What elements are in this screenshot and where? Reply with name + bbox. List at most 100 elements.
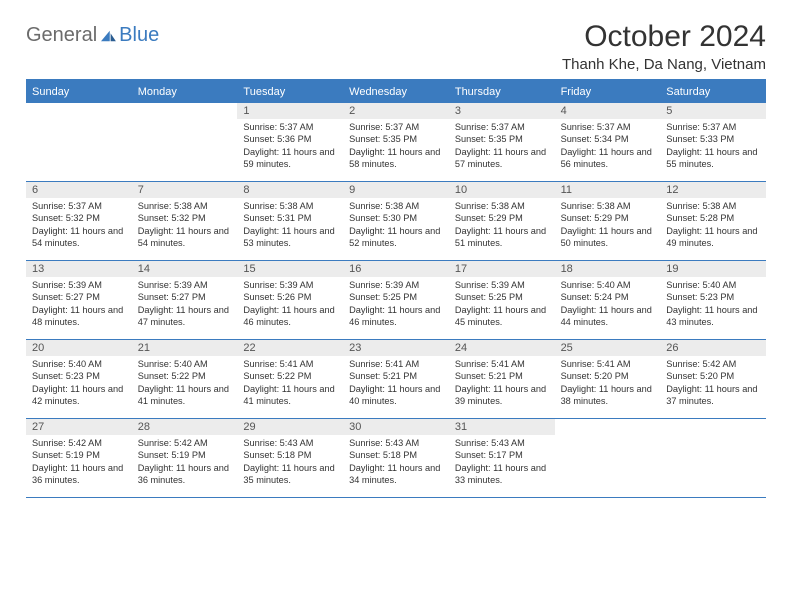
calendar-cell: 30Sunrise: 5:43 AMSunset: 5:18 PMDayligh… — [343, 419, 449, 497]
day-details: Sunrise: 5:43 AMSunset: 5:18 PMDaylight:… — [237, 435, 343, 491]
calendar-cell: 18Sunrise: 5:40 AMSunset: 5:24 PMDayligh… — [555, 261, 661, 339]
calendar-cell: 22Sunrise: 5:41 AMSunset: 5:22 PMDayligh… — [237, 340, 343, 418]
day-number: 4 — [555, 103, 661, 119]
calendar-cell: 13Sunrise: 5:39 AMSunset: 5:27 PMDayligh… — [26, 261, 132, 339]
calendar-cell: 26Sunrise: 5:42 AMSunset: 5:20 PMDayligh… — [660, 340, 766, 418]
location: Thanh Khe, Da Nang, Vietnam — [562, 56, 766, 73]
day-number: 15 — [237, 261, 343, 277]
day-details: Sunrise: 5:38 AMSunset: 5:29 PMDaylight:… — [449, 198, 555, 254]
day-number: 20 — [26, 340, 132, 356]
day-number: 12 — [660, 182, 766, 198]
calendar-cell: 11Sunrise: 5:38 AMSunset: 5:29 PMDayligh… — [555, 182, 661, 260]
day-number: 25 — [555, 340, 661, 356]
calendar-cell: 31Sunrise: 5:43 AMSunset: 5:17 PMDayligh… — [449, 419, 555, 497]
calendar-cell: 29Sunrise: 5:43 AMSunset: 5:18 PMDayligh… — [237, 419, 343, 497]
header: General Blue October 2024 Thanh Khe, Da … — [26, 20, 766, 73]
day-number: 17 — [449, 261, 555, 277]
day-details: Sunrise: 5:37 AMSunset: 5:36 PMDaylight:… — [237, 119, 343, 175]
calendar-cell: 6Sunrise: 5:37 AMSunset: 5:32 PMDaylight… — [26, 182, 132, 260]
month-title: October 2024 — [562, 20, 766, 54]
day-number: 7 — [132, 182, 238, 198]
calendar-cell: 9Sunrise: 5:38 AMSunset: 5:30 PMDaylight… — [343, 182, 449, 260]
day-details: Sunrise: 5:40 AMSunset: 5:23 PMDaylight:… — [660, 277, 766, 333]
day-number: 26 — [660, 340, 766, 356]
day-header: Friday — [555, 81, 661, 103]
logo: General Blue — [26, 20, 159, 47]
calendar-cell: 20Sunrise: 5:40 AMSunset: 5:23 PMDayligh… — [26, 340, 132, 418]
day-number: 16 — [343, 261, 449, 277]
calendar-cell: 2Sunrise: 5:37 AMSunset: 5:35 PMDaylight… — [343, 103, 449, 181]
day-number: 27 — [26, 419, 132, 435]
day-details: Sunrise: 5:39 AMSunset: 5:25 PMDaylight:… — [449, 277, 555, 333]
day-number: 14 — [132, 261, 238, 277]
calendar-cell: 19Sunrise: 5:40 AMSunset: 5:23 PMDayligh… — [660, 261, 766, 339]
day-number — [660, 419, 766, 423]
calendar-cell: 25Sunrise: 5:41 AMSunset: 5:20 PMDayligh… — [555, 340, 661, 418]
sail-icon — [99, 29, 117, 43]
day-details: Sunrise: 5:42 AMSunset: 5:19 PMDaylight:… — [132, 435, 238, 491]
day-details: Sunrise: 5:43 AMSunset: 5:17 PMDaylight:… — [449, 435, 555, 491]
day-details: Sunrise: 5:40 AMSunset: 5:22 PMDaylight:… — [132, 356, 238, 412]
day-number: 31 — [449, 419, 555, 435]
day-details: Sunrise: 5:42 AMSunset: 5:20 PMDaylight:… — [660, 356, 766, 412]
day-details: Sunrise: 5:38 AMSunset: 5:32 PMDaylight:… — [132, 198, 238, 254]
title-block: October 2024 Thanh Khe, Da Nang, Vietnam — [562, 20, 766, 73]
day-number: 24 — [449, 340, 555, 356]
day-header: Monday — [132, 81, 238, 103]
day-details: Sunrise: 5:40 AMSunset: 5:24 PMDaylight:… — [555, 277, 661, 333]
calendar-cell: 12Sunrise: 5:38 AMSunset: 5:28 PMDayligh… — [660, 182, 766, 260]
calendar-cell: 10Sunrise: 5:38 AMSunset: 5:29 PMDayligh… — [449, 182, 555, 260]
day-details: Sunrise: 5:40 AMSunset: 5:23 PMDaylight:… — [26, 356, 132, 412]
day-number: 29 — [237, 419, 343, 435]
day-number — [26, 103, 132, 107]
day-details: Sunrise: 5:42 AMSunset: 5:19 PMDaylight:… — [26, 435, 132, 491]
day-number: 28 — [132, 419, 238, 435]
day-number: 9 — [343, 182, 449, 198]
day-details: Sunrise: 5:37 AMSunset: 5:34 PMDaylight:… — [555, 119, 661, 175]
calendar-week: 6Sunrise: 5:37 AMSunset: 5:32 PMDaylight… — [26, 182, 766, 261]
calendar-cell — [26, 103, 132, 181]
day-details: Sunrise: 5:39 AMSunset: 5:25 PMDaylight:… — [343, 277, 449, 333]
day-header: Tuesday — [237, 81, 343, 103]
calendar-week: 20Sunrise: 5:40 AMSunset: 5:23 PMDayligh… — [26, 340, 766, 419]
day-details: Sunrise: 5:43 AMSunset: 5:18 PMDaylight:… — [343, 435, 449, 491]
day-number — [132, 103, 238, 107]
day-details: Sunrise: 5:41 AMSunset: 5:21 PMDaylight:… — [449, 356, 555, 412]
calendar-cell: 17Sunrise: 5:39 AMSunset: 5:25 PMDayligh… — [449, 261, 555, 339]
day-number: 30 — [343, 419, 449, 435]
day-details: Sunrise: 5:39 AMSunset: 5:26 PMDaylight:… — [237, 277, 343, 333]
logo-text-general: General — [26, 24, 97, 47]
day-number: 1 — [237, 103, 343, 119]
day-number: 2 — [343, 103, 449, 119]
day-details: Sunrise: 5:37 AMSunset: 5:35 PMDaylight:… — [449, 119, 555, 175]
calendar-cell: 8Sunrise: 5:38 AMSunset: 5:31 PMDaylight… — [237, 182, 343, 260]
day-header: Saturday — [660, 81, 766, 103]
day-details: Sunrise: 5:39 AMSunset: 5:27 PMDaylight:… — [132, 277, 238, 333]
calendar-cell: 24Sunrise: 5:41 AMSunset: 5:21 PMDayligh… — [449, 340, 555, 418]
day-header-row: SundayMondayTuesdayWednesdayThursdayFrid… — [26, 81, 766, 103]
day-number: 18 — [555, 261, 661, 277]
day-number: 19 — [660, 261, 766, 277]
calendar-cell: 7Sunrise: 5:38 AMSunset: 5:32 PMDaylight… — [132, 182, 238, 260]
calendar-cell: 16Sunrise: 5:39 AMSunset: 5:25 PMDayligh… — [343, 261, 449, 339]
day-details: Sunrise: 5:38 AMSunset: 5:30 PMDaylight:… — [343, 198, 449, 254]
calendar-cell: 27Sunrise: 5:42 AMSunset: 5:19 PMDayligh… — [26, 419, 132, 497]
day-details: Sunrise: 5:38 AMSunset: 5:29 PMDaylight:… — [555, 198, 661, 254]
calendar-cell: 4Sunrise: 5:37 AMSunset: 5:34 PMDaylight… — [555, 103, 661, 181]
day-header: Thursday — [449, 81, 555, 103]
day-number: 5 — [660, 103, 766, 119]
calendar-cell: 23Sunrise: 5:41 AMSunset: 5:21 PMDayligh… — [343, 340, 449, 418]
day-header: Sunday — [26, 81, 132, 103]
logo-text-blue: Blue — [119, 24, 159, 47]
day-details: Sunrise: 5:37 AMSunset: 5:32 PMDaylight:… — [26, 198, 132, 254]
day-number: 21 — [132, 340, 238, 356]
calendar-cell: 28Sunrise: 5:42 AMSunset: 5:19 PMDayligh… — [132, 419, 238, 497]
day-details: Sunrise: 5:41 AMSunset: 5:21 PMDaylight:… — [343, 356, 449, 412]
calendar-cell: 5Sunrise: 5:37 AMSunset: 5:33 PMDaylight… — [660, 103, 766, 181]
calendar-cell: 14Sunrise: 5:39 AMSunset: 5:27 PMDayligh… — [132, 261, 238, 339]
calendar-cell: 15Sunrise: 5:39 AMSunset: 5:26 PMDayligh… — [237, 261, 343, 339]
calendar: SundayMondayTuesdayWednesdayThursdayFrid… — [26, 79, 766, 498]
day-details: Sunrise: 5:37 AMSunset: 5:33 PMDaylight:… — [660, 119, 766, 175]
day-details: Sunrise: 5:38 AMSunset: 5:28 PMDaylight:… — [660, 198, 766, 254]
day-number: 23 — [343, 340, 449, 356]
